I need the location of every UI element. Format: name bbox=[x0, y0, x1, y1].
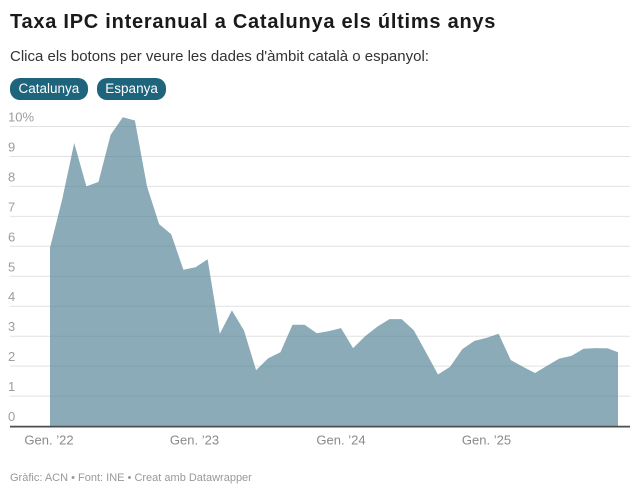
svg-text:2: 2 bbox=[8, 349, 15, 364]
svg-text:7: 7 bbox=[8, 199, 15, 214]
svg-text:1: 1 bbox=[8, 379, 15, 394]
svg-text:4: 4 bbox=[8, 289, 15, 304]
svg-text:10%: 10% bbox=[8, 110, 34, 125]
svg-text:9: 9 bbox=[8, 140, 15, 155]
svg-text:0: 0 bbox=[8, 409, 15, 424]
svg-text:5: 5 bbox=[8, 259, 15, 274]
svg-text:Gràfic: ACN • Font: INE • Crea: Gràfic: ACN • Font: INE • Creat amb Data… bbox=[10, 472, 252, 484]
svg-text:Gen. ’22: Gen. ’22 bbox=[24, 433, 73, 448]
svg-text:Gen. ’24: Gen. ’24 bbox=[316, 433, 365, 448]
svg-text:Gen. ’23: Gen. ’23 bbox=[170, 433, 219, 448]
svg-text:Gen. ’25: Gen. ’25 bbox=[462, 433, 511, 448]
svg-text:6: 6 bbox=[8, 229, 15, 244]
svg-text:8: 8 bbox=[8, 169, 15, 184]
svg-text:3: 3 bbox=[8, 319, 15, 334]
